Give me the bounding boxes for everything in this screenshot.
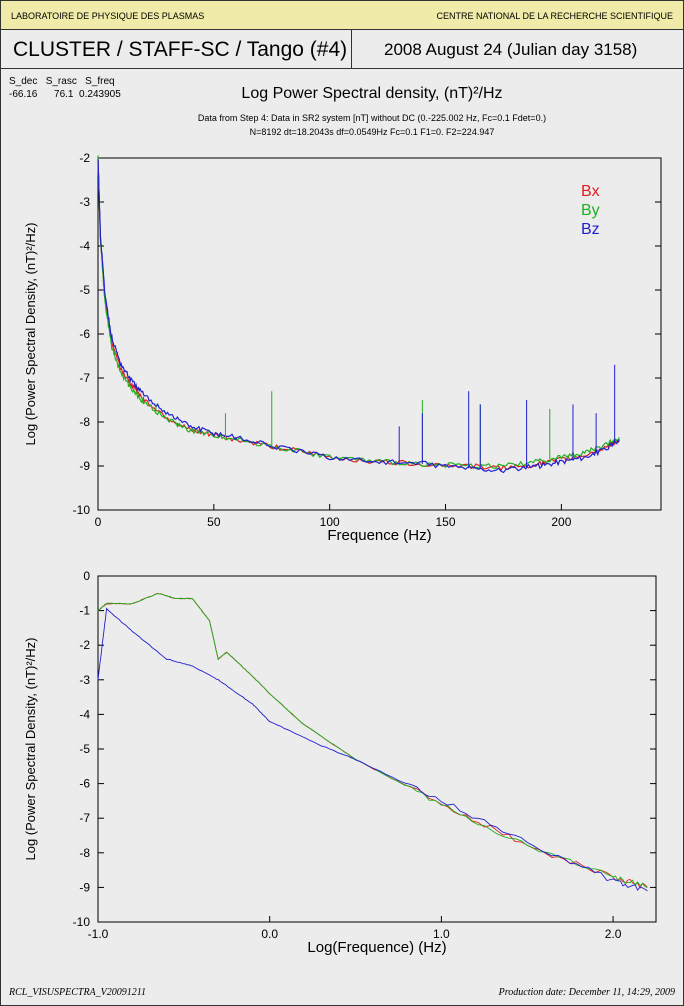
y-tick-label: -3: [79, 195, 90, 209]
mission-title: CLUSTER / STAFF-SC / Tango (#4): [13, 38, 348, 61]
series-line-bx: [97, 593, 648, 889]
y-tick-label: -4: [79, 707, 90, 721]
x-tick-label: 0: [95, 515, 102, 529]
params: S_dec S_rasc S_freq -66.16 76.1 0.243905: [9, 75, 121, 101]
y-tick-label: -4: [79, 239, 90, 253]
y-tick-label: -1: [79, 604, 90, 618]
param-labels: S_dec S_rasc S_freq: [9, 76, 115, 87]
x-tick-label: 2.0: [605, 927, 622, 941]
x-axis-label: Log(Frequence) (Hz): [307, 939, 446, 956]
series-line-bz: [97, 159, 620, 474]
x-tick-label: -1.0: [88, 927, 109, 941]
y-tick-label: -8: [79, 415, 90, 429]
y-tick-label: -5: [79, 283, 90, 297]
series-line-by: [97, 155, 620, 470]
y-tick-label: -10: [73, 915, 91, 929]
y-tick-label: -6: [79, 327, 90, 341]
header-bar: LABORATOIRE DE PHYSIQUE DES PLASMAS CENT…: [1, 1, 683, 30]
x-tick-label: 100: [320, 515, 340, 529]
y-tick-label: -2: [79, 638, 90, 652]
subtitle-1: Data from Step 4: Data in SR2 system [nT…: [197, 113, 547, 123]
y-tick-label: -2: [79, 151, 90, 165]
divider: [351, 30, 352, 68]
y-tick-label: 0: [83, 569, 90, 583]
footer-date: Production date: December 11, 14:29, 200…: [498, 987, 675, 998]
x-axis-label: Frequence (Hz): [327, 527, 431, 544]
legend-bx: Bx: [581, 183, 600, 200]
x-tick-label: 150: [436, 515, 456, 529]
y-tick-label: -5: [79, 742, 90, 756]
y-axis-label: Log (Power Spectral Density, (nT)²/Hz): [23, 638, 38, 861]
y-tick-label: -9: [79, 880, 90, 894]
y-tick-label: -8: [79, 846, 90, 860]
subtitle-2: N=8192 dt=18.2043s df=0.0549Hz Fc=0.1 F1…: [249, 127, 495, 137]
param-values: -66.16 76.1 0.243905: [9, 89, 121, 100]
title-row: CLUSTER / STAFF-SC / Tango (#4) 2008 Aug…: [1, 30, 683, 69]
x-tick-label: 50: [207, 515, 221, 529]
series-line-bz: [97, 607, 648, 892]
y-tick-label: -7: [79, 371, 90, 385]
footer-version: RCL_VISUSPECTRA_V20091211: [9, 987, 147, 998]
y-axis-label: Log (Power Spectral Density, (nT)²/Hz): [23, 223, 38, 446]
y-tick-label: -3: [79, 673, 90, 687]
x-tick-label: 0.0: [261, 927, 278, 941]
plot-frame-1: [97, 575, 657, 923]
legend-bz: Bz: [581, 221, 600, 238]
series-line-by: [97, 593, 648, 888]
legend-by: By: [581, 202, 600, 219]
y-tick-label: -9: [79, 459, 90, 473]
date-title: 2008 August 24 (Julian day 3158): [384, 40, 638, 59]
y-tick-label: -7: [79, 811, 90, 825]
plot-title: Log Power Spectral density, (nT)²/Hz: [241, 85, 503, 102]
lab-name: LABORATOIRE DE PHYSIQUE DES PLASMAS: [11, 11, 205, 21]
cnrs-name: CENTRE NATIONAL DE LA RECHERCHE SCIENTIF…: [436, 11, 673, 21]
x-tick-label: 1.0: [433, 927, 450, 941]
y-tick-label: -6: [79, 777, 90, 791]
y-tick-label: -10: [73, 503, 91, 517]
x-tick-label: 200: [551, 515, 571, 529]
